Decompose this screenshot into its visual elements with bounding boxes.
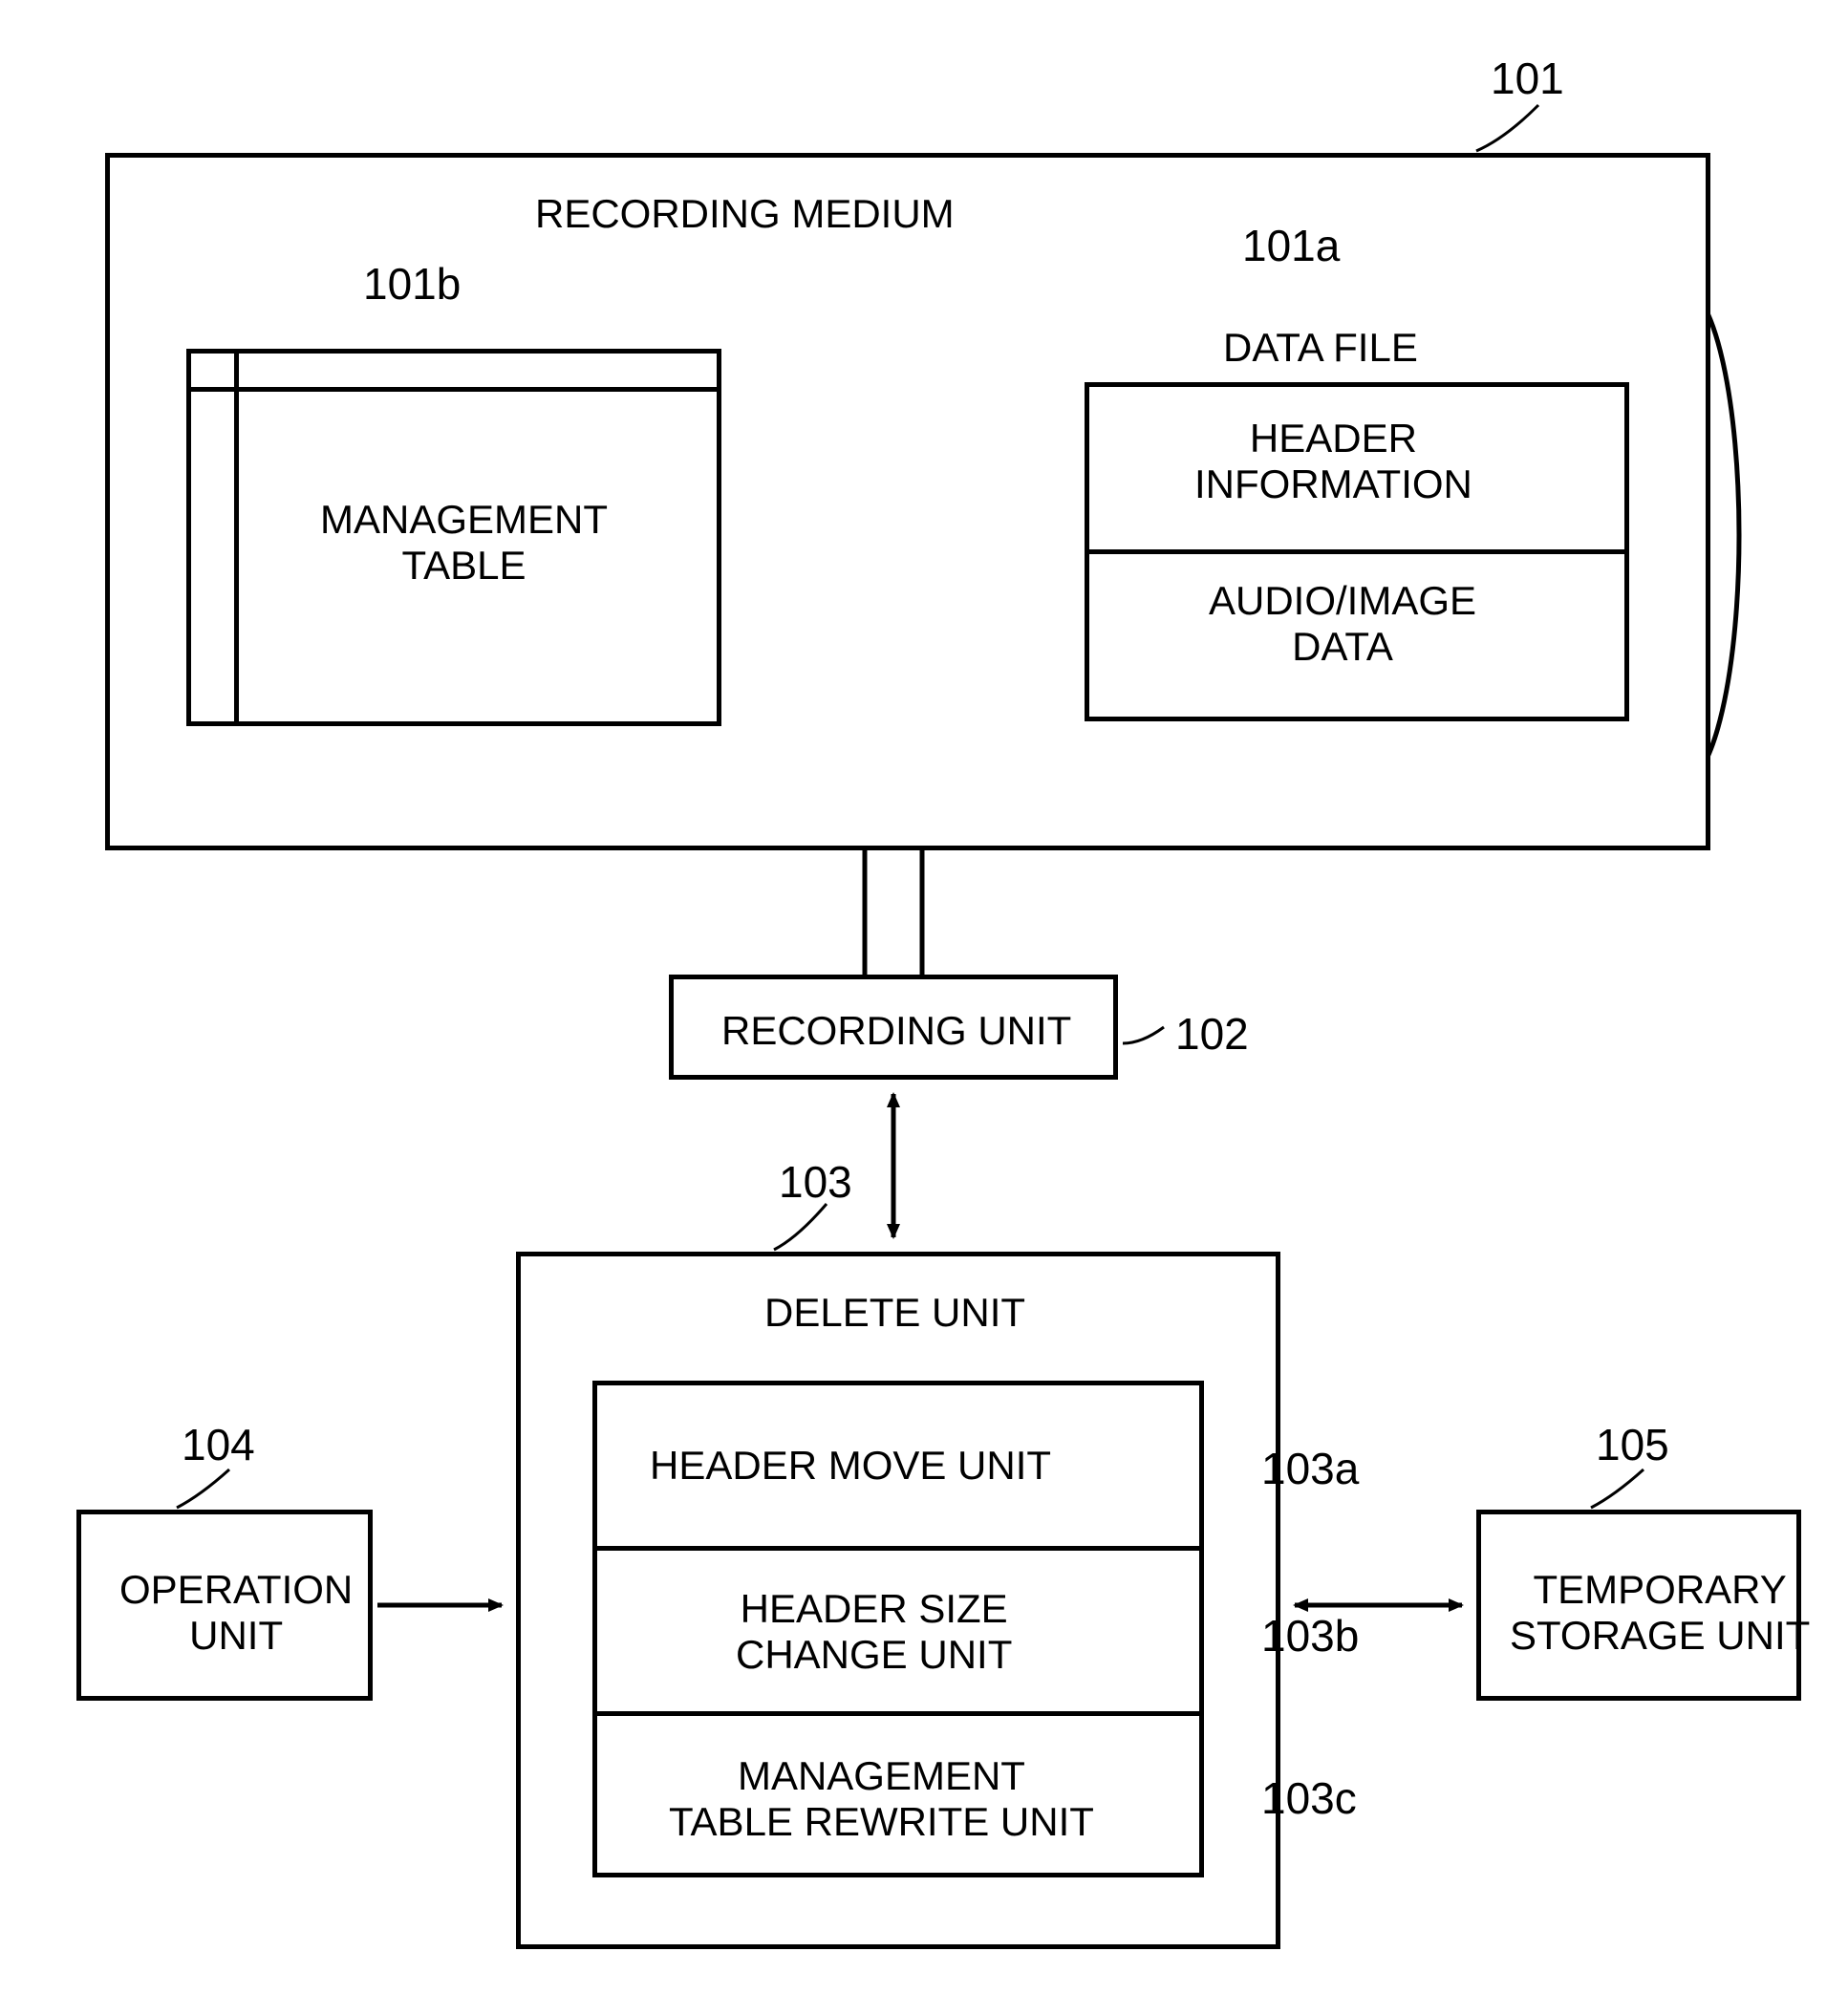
ref-103b: 103b [1261, 1610, 1359, 1662]
ref-102: 102 [1175, 1008, 1249, 1060]
operation-unit-label: OPERATION UNIT [119, 1567, 353, 1660]
management-table-rewrite-unit-label: MANAGEMENT TABLE REWRITE UNIT [669, 1753, 1094, 1846]
header-size-change-unit-label: HEADER SIZE CHANGE UNIT [736, 1586, 1012, 1679]
management-table-label: MANAGEMENT TABLE [320, 497, 608, 590]
header-move-unit-label: HEADER MOVE UNIT [650, 1443, 1051, 1489]
leader-104 [177, 1469, 229, 1508]
ref-104: 104 [182, 1419, 255, 1470]
recording-unit-label: RECORDING UNIT [721, 1008, 1071, 1054]
leader-103 [774, 1204, 827, 1250]
leader-101 [1476, 105, 1538, 151]
ref-103a: 103a [1261, 1443, 1359, 1494]
leader-102 [1123, 1027, 1164, 1043]
ref-105: 105 [1596, 1419, 1669, 1470]
ref-101a: 101a [1242, 220, 1340, 271]
leader-105 [1591, 1469, 1644, 1508]
ref-101b: 101b [363, 258, 461, 310]
delete-unit-div-1 [592, 1546, 1204, 1551]
delete-unit-title: DELETE UNIT [764, 1290, 1025, 1336]
management-table-hline [186, 387, 721, 392]
ref-103: 103 [779, 1156, 852, 1208]
ref-101: 101 [1491, 53, 1564, 104]
header-information-label: HEADER INFORMATION [1194, 416, 1472, 508]
data-file-divider [1085, 549, 1629, 554]
management-table-vline [234, 349, 239, 726]
temporary-storage-unit-label: TEMPORARY STORAGE UNIT [1510, 1567, 1810, 1660]
audio-image-data-label: AUDIO/IMAGE DATA [1209, 578, 1476, 671]
recording-medium-title: RECORDING MEDIUM [535, 191, 955, 237]
diagram-canvas: RECORDING MEDIUM 101 MANAGEMENT TABLE 10… [0, 0, 1848, 2016]
delete-unit-div-2 [592, 1711, 1204, 1716]
data-file-title: DATA FILE [1223, 325, 1418, 371]
ref-103c: 103c [1261, 1772, 1357, 1824]
